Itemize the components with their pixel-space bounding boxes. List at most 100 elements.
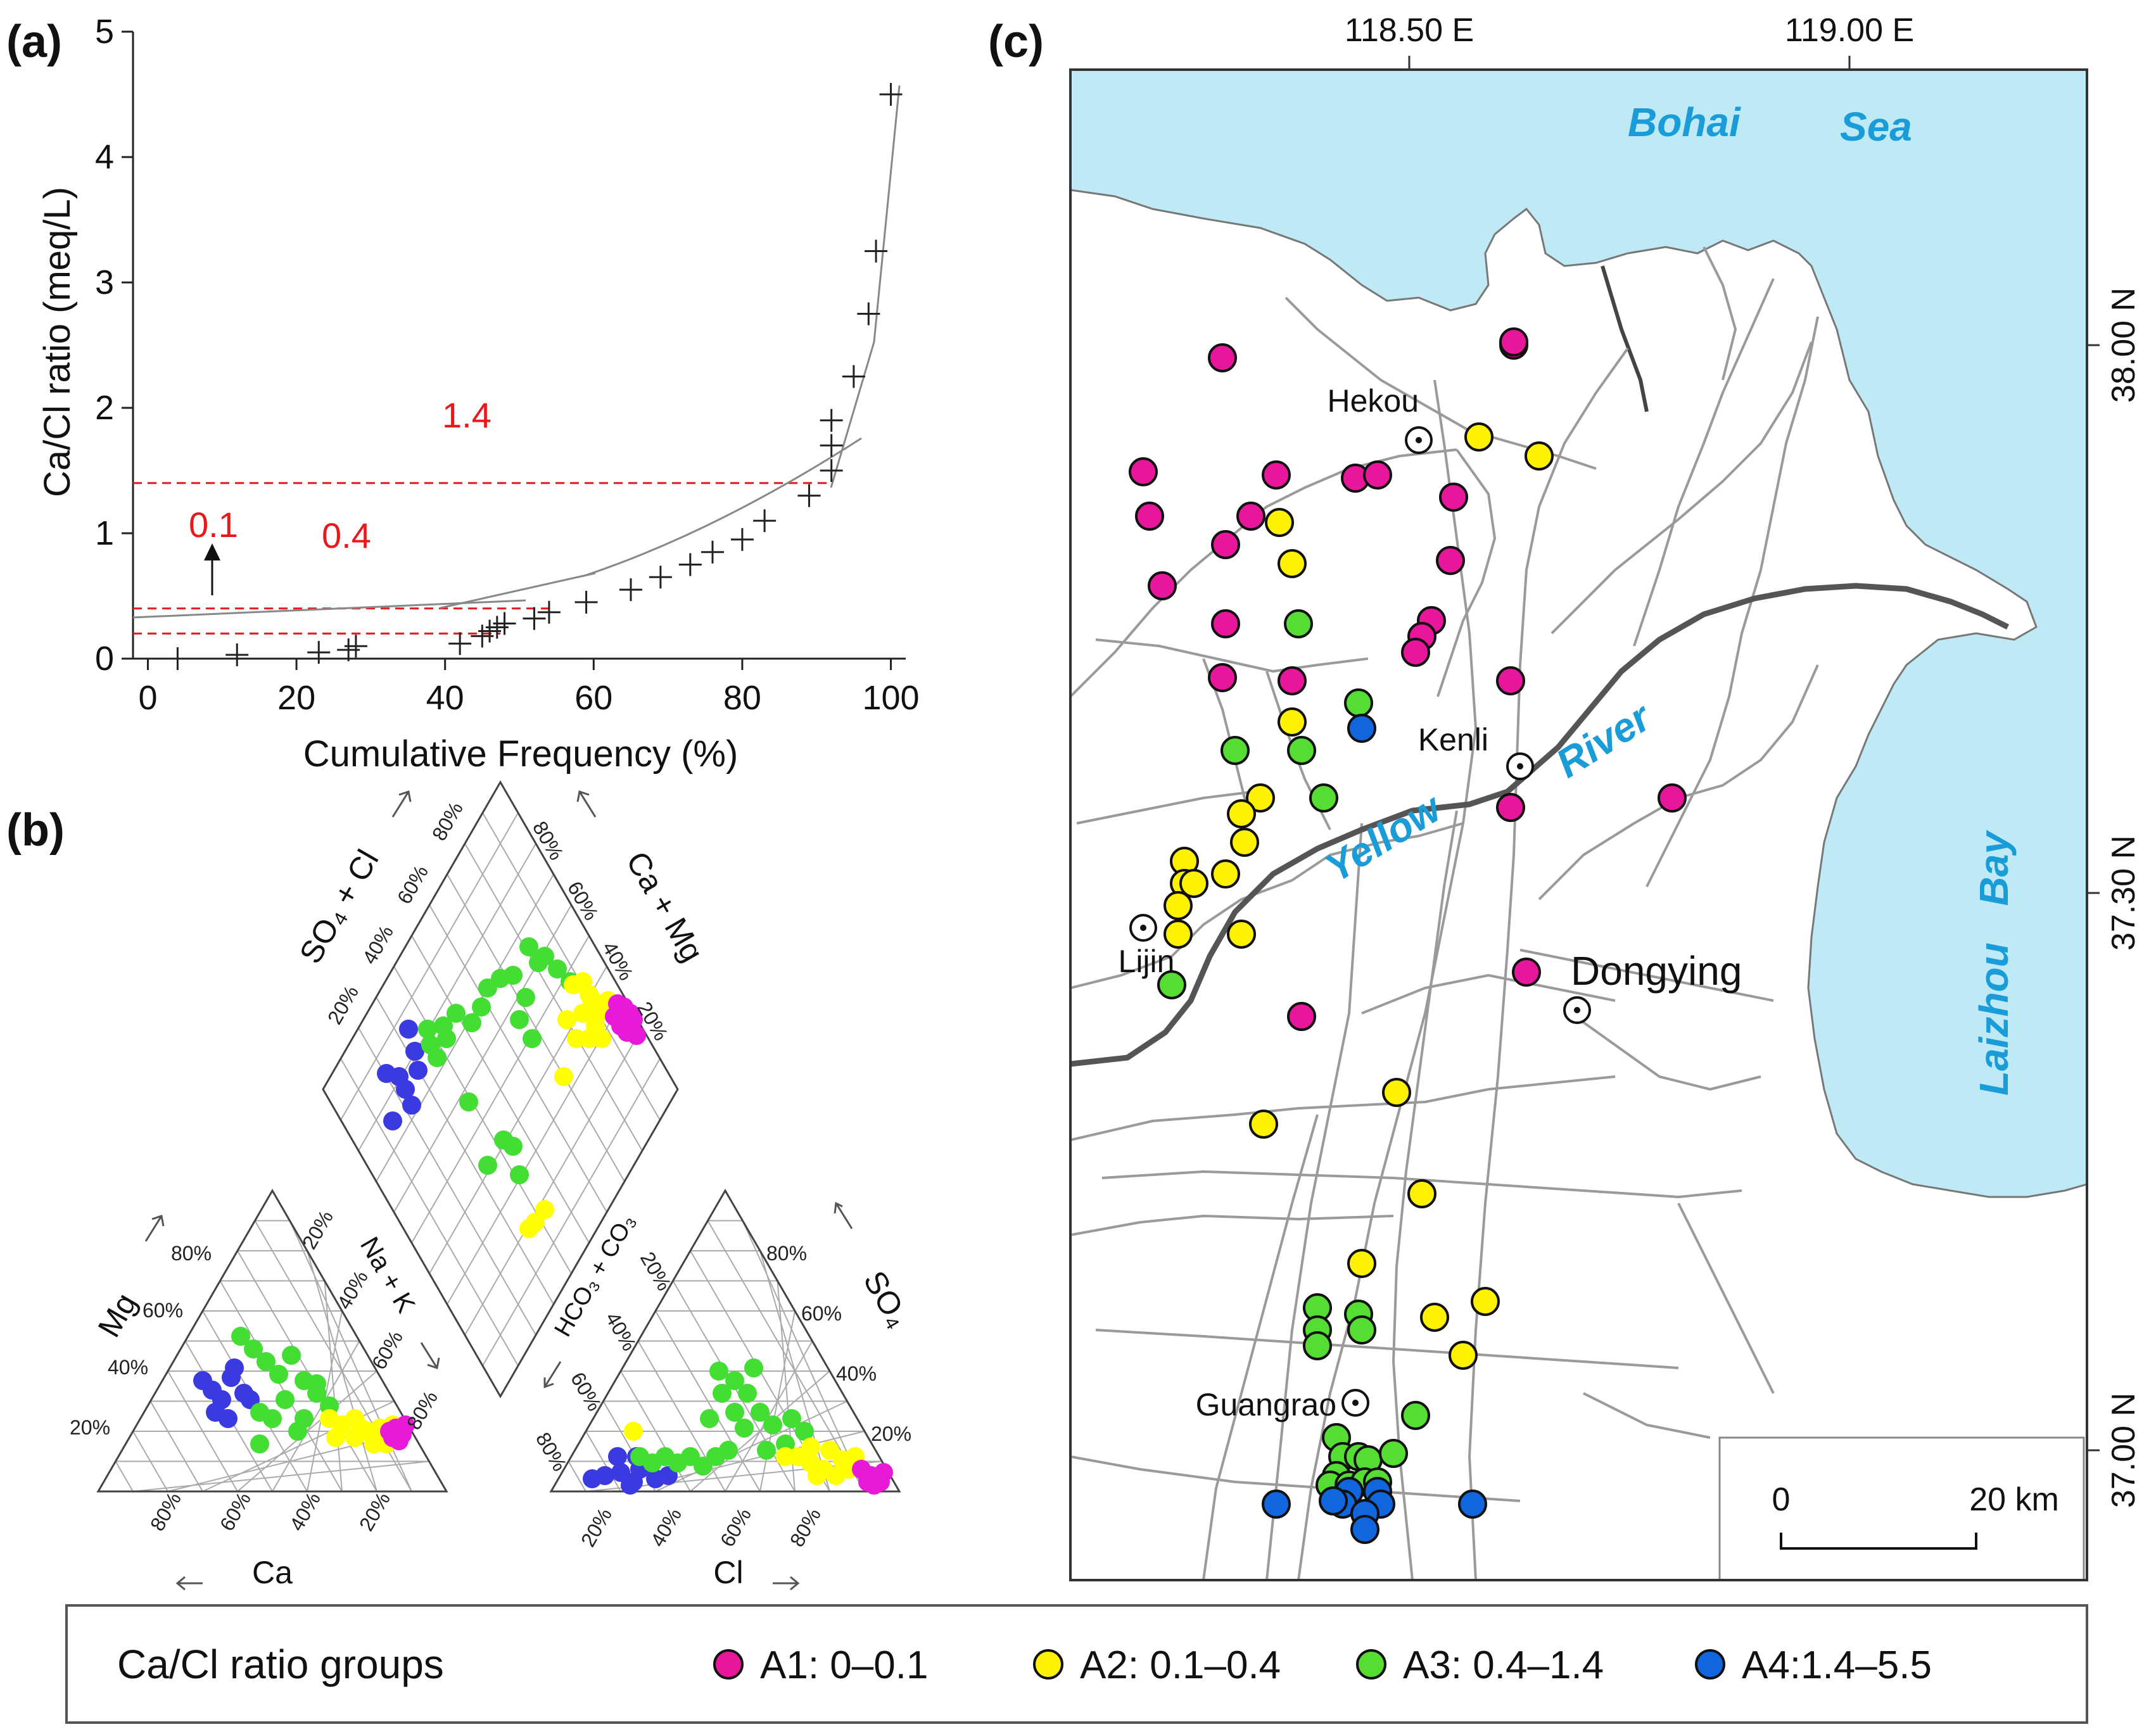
sample-site[interactable] [1350,1515,1379,1544]
sample-site[interactable] [1179,869,1208,898]
y-tick-label: 1 [95,514,114,552]
sample-site[interactable] [1211,530,1240,559]
y-ticks: 0 1 2 3 4 5 [95,13,133,678]
sample-site[interactable] [1284,609,1313,638]
sample-site[interactable] [1148,571,1177,600]
sample-site[interactable] [1420,1303,1449,1332]
sample-site[interactable] [1401,1401,1430,1430]
map-canvas[interactable]: Bohai Sea Laizhou Bay Yellow River Hekou… [1070,70,2087,1580]
sample-site[interactable] [1262,460,1291,490]
sample-site[interactable] [1265,508,1294,537]
sample-site[interactable] [1164,891,1193,920]
sea-label-laizhou: Laizhou [1971,942,2017,1096]
city-label: Dongying [1571,948,1742,994]
sample-site[interactable] [1135,502,1164,531]
diamond-point [516,988,535,1007]
threshold-label-0-1: 0.1 [189,505,238,545]
right-tri-right-tick-3: 40% [836,1362,877,1385]
sample-site[interactable] [1287,1002,1316,1031]
sample-site[interactable] [1221,736,1250,765]
sample-site[interactable] [1347,1315,1376,1345]
diamond-point [548,959,567,978]
left-tri-left-tick-1: 80% [171,1242,212,1265]
sample-site[interactable] [1211,609,1240,638]
cities: Hekou Kenli Lijin Dongying Guangrao [1119,383,1742,1422]
sample-site[interactable] [1464,422,1493,452]
y-tick-label: 3 [95,263,114,301]
sample-site[interactable] [1208,663,1237,692]
sample-site[interactable] [1236,502,1265,531]
right-tri-bottom-tick-4: 80% [785,1504,825,1550]
sample-site[interactable] [1278,666,1307,695]
sample-site[interactable] [1525,441,1554,471]
sample-site[interactable] [1347,714,1376,743]
sample-site[interactable] [1278,707,1307,737]
sample-site[interactable] [1129,457,1158,486]
diamond-point [504,966,523,985]
sample-site[interactable] [1249,1110,1278,1139]
sample-site[interactable] [1246,783,1275,813]
sample-site[interactable] [1382,1078,1411,1107]
sea-label-bay: Bay [1971,830,2017,906]
map-frame [1069,68,2088,1581]
sample-site[interactable] [1499,327,1528,357]
legend-swatch [1356,1649,1386,1680]
city-hekou[interactable]: Hekou [1327,383,1433,454]
diamond-point [580,1029,599,1048]
data-point [730,528,754,551]
sample-site[interactable] [1344,688,1373,718]
sample-site[interactable] [1164,920,1193,949]
sample-site[interactable] [1407,1179,1436,1208]
city-guangrao[interactable]: Guangrao [1196,1387,1369,1422]
sample-site[interactable] [1230,828,1259,857]
sample-site[interactable] [1287,736,1316,765]
right-triangle-point [608,1447,627,1466]
sample-site[interactable] [1458,1490,1487,1519]
left-triangle-grid-line [132,1431,168,1492]
sample-site[interactable] [1309,783,1338,813]
sample-site[interactable] [1496,666,1525,695]
sea-label-bohai: Bohai [1628,99,1741,145]
right-triangle-outline [549,1189,901,1493]
sample-site[interactable] [1303,1331,1332,1360]
sample-site[interactable] [1278,549,1307,578]
sample-site[interactable] [1471,1287,1500,1316]
sample-site[interactable] [1379,1439,1408,1468]
diamond-point [377,1064,396,1083]
city-kenli[interactable]: Kenli [1418,722,1534,780]
city-dongying[interactable]: Dongying [1563,948,1742,1024]
scale-bar-end: 20 km [1969,1481,2059,1518]
sample-site[interactable] [1401,638,1430,667]
sample-site[interactable] [1211,859,1240,889]
sample-site[interactable] [1208,343,1237,372]
left-triangle-point [326,1428,345,1447]
piper-points [193,937,893,1495]
sample-site[interactable] [1496,793,1525,822]
diamond-tick-l2: 60% [393,861,433,908]
legend-item: A1: 0–0.1 [713,1643,928,1687]
sample-site[interactable] [1449,1341,1478,1370]
right-triangle-grid-line [742,1220,865,1492]
sample-site[interactable] [1319,1486,1348,1516]
sample-site[interactable] [1363,460,1392,490]
left-triangle-ca-label: Ca [252,1555,293,1590]
city-lijin[interactable]: Lijin [1119,914,1175,979]
city-marker-dot [1416,437,1422,443]
sample-site[interactable] [1227,920,1256,949]
sample-site[interactable] [1436,546,1465,575]
sample-site[interactable] [1157,970,1186,999]
sample-site[interactable] [1658,783,1687,813]
diamond-point [519,937,538,956]
sample-site[interactable] [1227,799,1256,828]
y-tick-label: 5 [95,13,114,51]
sample-site[interactable] [1439,483,1468,512]
left-tri-left-tick-3: 40% [108,1356,148,1379]
data-point [574,590,598,614]
sample-site[interactable] [1262,1490,1291,1519]
sample-site[interactable] [1347,1249,1376,1278]
diamond-grid-line [447,997,625,1305]
data-point [649,566,672,589]
diamond-point [504,1137,523,1156]
sample-site[interactable] [1512,958,1541,987]
lat-tick-38-00: 38.00 N [2105,288,2142,403]
